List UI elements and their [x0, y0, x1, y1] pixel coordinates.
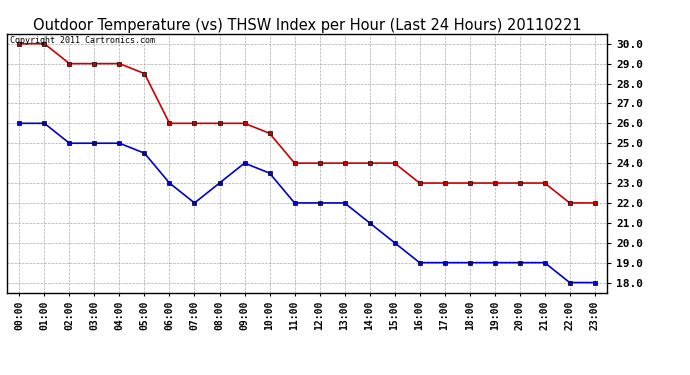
Title: Outdoor Temperature (vs) THSW Index per Hour (Last 24 Hours) 20110221: Outdoor Temperature (vs) THSW Index per …: [32, 18, 582, 33]
Text: Copyright 2011 Cartronics.com: Copyright 2011 Cartronics.com: [10, 36, 155, 45]
